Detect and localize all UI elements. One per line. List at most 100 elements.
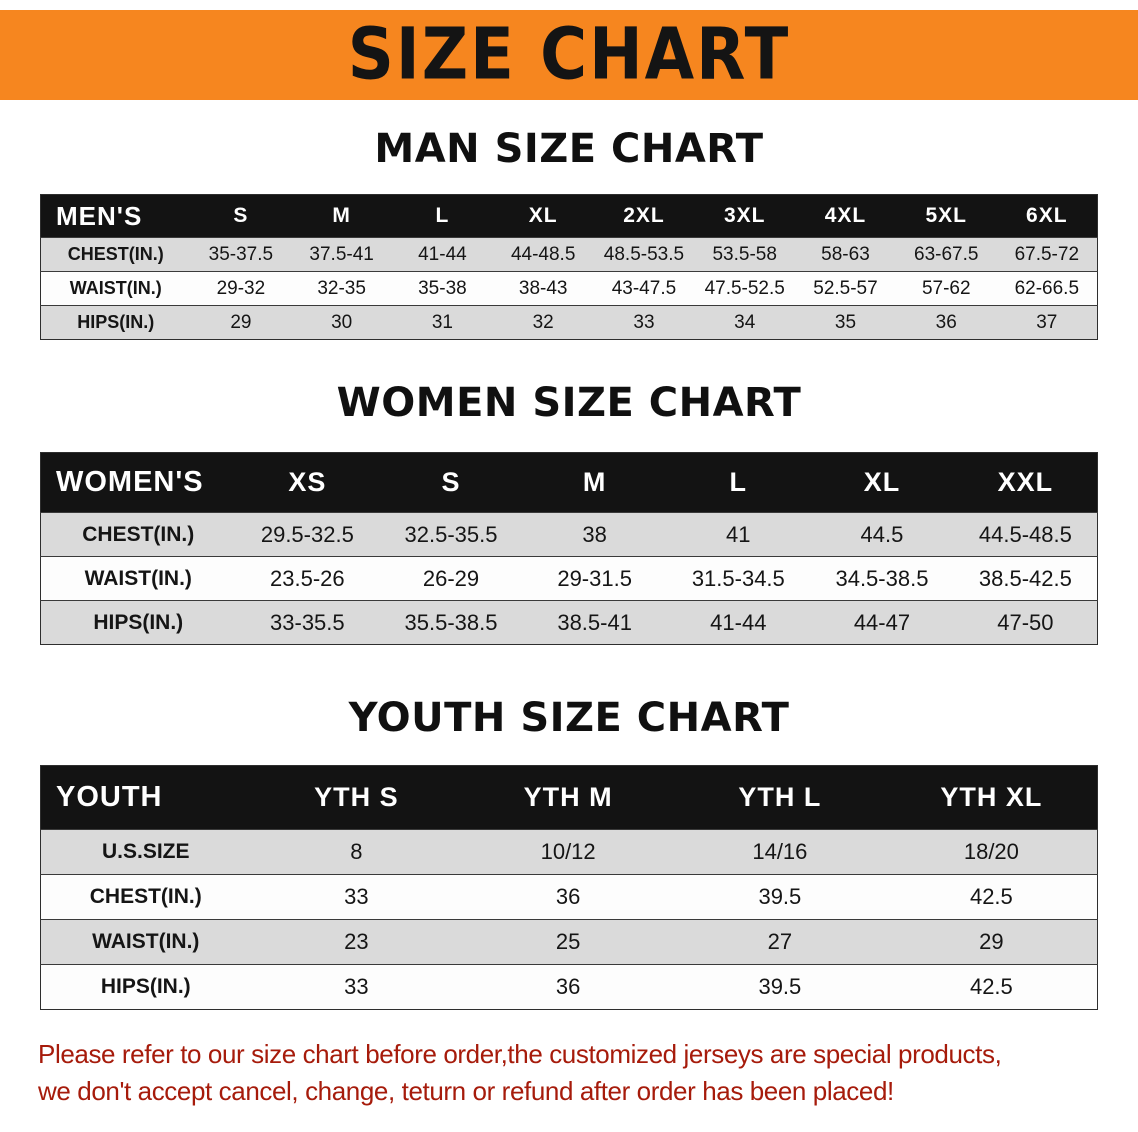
table-row: WAIST(IN.) 29-32 32-35 35-38 38-43 43-47.5 47.… [40, 271, 1098, 306]
table-cell: 32 [492, 305, 594, 340]
table-cell: 36 [895, 305, 997, 340]
page-title: SIZE CHART [347, 13, 791, 97]
table-cell: 44.5-48.5 [953, 512, 1098, 557]
table-cell: 23.5-26 [235, 556, 380, 601]
table-cell: 8 [250, 829, 463, 875]
column-header: S [379, 452, 523, 513]
table-cell: 23 [250, 919, 463, 965]
table-title-cell: WOMEN'S [40, 452, 236, 513]
row-label: CHEST(IN.) [40, 874, 251, 920]
table-title-cell: MEN'S [40, 194, 191, 238]
table-cell: 38.5-42.5 [953, 556, 1098, 601]
section-heading: MAN SIZE CHART [374, 126, 764, 172]
column-header: XL [492, 194, 594, 238]
sections-container: MAN SIZE CHART MEN'S S M L XL 2XL 3XL 4XL 5XL 6XL C… [0, 126, 1138, 1010]
table-cell: 35-38 [392, 271, 493, 306]
table-cell: 43-47.5 [593, 271, 695, 306]
table-cell: 57-62 [895, 271, 997, 306]
table-wrap: MEN'S S M L XL 2XL 3XL 4XL 5XL 6XL CHEST(IN.) 35-37… [40, 194, 1098, 340]
table-cell: 38-43 [492, 271, 594, 306]
column-header: 6XL [996, 194, 1098, 238]
size-table: WOMEN'S XS S M L XL XXL CHEST(IN.) 29.5-32.5 32.5… [40, 452, 1098, 645]
table-cell: 33 [593, 305, 695, 340]
table-cell: 47.5-52.5 [694, 271, 796, 306]
table-cell: 48.5-53.5 [593, 237, 695, 272]
row-label: WAIST(IN.) [40, 919, 251, 965]
table-cell: 42.5 [885, 874, 1098, 920]
table-cell: 41-44 [666, 600, 811, 645]
table-cell: 35-37.5 [190, 237, 292, 272]
table-cell: 33-35.5 [235, 600, 380, 645]
table-row: HIPS(IN.) 33-35.5 35.5-38.5 38.5-41 41-44 44-… [40, 600, 1098, 645]
table-cell: 36 [462, 874, 674, 920]
table-cell: 29-31.5 [522, 556, 667, 601]
table-cell: 29.5-32.5 [235, 512, 380, 557]
table-cell: 31.5-34.5 [666, 556, 811, 601]
column-header: 2XL [593, 194, 695, 238]
table-title-cell: YOUTH [40, 765, 251, 830]
table-cell: 44.5 [810, 512, 954, 557]
table-cell: 37 [996, 305, 1098, 340]
table-wrap: WOMEN'S XS S M L XL XXL CHEST(IN.) 29.5-32.5 32.5… [40, 452, 1098, 645]
table-cell: 25 [462, 919, 674, 965]
size-table: YOUTH YTH S YTH M YTH L YTH XL U.S.SIZE 8 10/12… [40, 765, 1098, 1010]
column-header: YTH S [250, 765, 463, 830]
table-cell: 31 [392, 305, 493, 340]
table-cell: 33 [250, 964, 463, 1010]
table-cell: 41-44 [392, 237, 493, 272]
disclaimer: Please refer to our size chart before or… [38, 1036, 1100, 1110]
table-cell: 29 [885, 919, 1098, 965]
table-row: HIPS(IN.) 29 30 31 32 33 34 35 36 37 [40, 305, 1098, 340]
table-cell: 36 [462, 964, 674, 1010]
table-row: CHEST(IN.) 33 36 39.5 42.5 [40, 874, 1098, 920]
table-cell: 32.5-35.5 [379, 512, 523, 557]
banner: SIZE CHART [0, 10, 1138, 100]
column-header: YTH L [674, 765, 886, 830]
table-cell: 35 [795, 305, 896, 340]
table-row: CHEST(IN.) 29.5-32.5 32.5-35.5 38 41 44.5 44.5… [40, 512, 1098, 557]
table-row: WAIST(IN.) 23 25 27 29 [40, 919, 1098, 965]
table-cell: 10/12 [462, 829, 674, 875]
column-header: 3XL [694, 194, 796, 238]
table-cell: 67.5-72 [996, 237, 1098, 272]
table-cell: 47-50 [953, 600, 1098, 645]
table-cell: 44-48.5 [492, 237, 594, 272]
row-label: CHEST(IN.) [40, 237, 191, 272]
row-label: HIPS(IN.) [40, 600, 236, 645]
table-cell: 62-66.5 [996, 271, 1098, 306]
table-cell: 37.5-41 [291, 237, 393, 272]
table-cell: 38.5-41 [522, 600, 667, 645]
table-cell: 42.5 [885, 964, 1098, 1010]
column-header: YTH M [462, 765, 674, 830]
column-header: L [392, 194, 493, 238]
row-label: HIPS(IN.) [40, 305, 191, 340]
column-header: L [666, 452, 811, 513]
column-header: 4XL [795, 194, 896, 238]
table-cell: 39.5 [674, 874, 886, 920]
table-cell: 29-32 [190, 271, 292, 306]
table-cell: 33 [250, 874, 463, 920]
table-header-row: YOUTH YTH S YTH M YTH L YTH XL [40, 765, 1098, 830]
table-cell: 27 [674, 919, 886, 965]
column-header: M [522, 452, 667, 513]
column-header: XXL [953, 452, 1098, 513]
size-chart-page: SIZE CHART MAN SIZE CHART MEN'S S M L XL 2XL 3X… [0, 10, 1138, 1132]
size-table: MEN'S S M L XL 2XL 3XL 4XL 5XL 6XL CHEST(IN.) 35-37… [40, 194, 1098, 340]
table-cell: 58-63 [795, 237, 896, 272]
table-cell: 14/16 [674, 829, 886, 875]
table-row: HIPS(IN.) 33 36 39.5 42.5 [40, 964, 1098, 1010]
table-cell: 63-67.5 [895, 237, 997, 272]
table-wrap: YOUTH YTH S YTH M YTH L YTH XL U.S.SIZE 8 10/12… [40, 765, 1098, 1010]
row-label: CHEST(IN.) [40, 512, 236, 557]
table-cell: 34.5-38.5 [810, 556, 954, 601]
column-header: 5XL [895, 194, 997, 238]
table-cell: 52.5-57 [795, 271, 896, 306]
table-cell: 38 [522, 512, 667, 557]
section-heading: WOMEN SIZE CHART [336, 380, 802, 426]
column-header: YTH XL [885, 765, 1098, 830]
table-cell: 41 [666, 512, 811, 557]
table-row: CHEST(IN.) 35-37.5 37.5-41 41-44 44-48.5 48.5… [40, 237, 1098, 272]
table-cell: 35.5-38.5 [379, 600, 523, 645]
row-label: WAIST(IN.) [40, 556, 236, 601]
table-cell: 32-35 [291, 271, 393, 306]
